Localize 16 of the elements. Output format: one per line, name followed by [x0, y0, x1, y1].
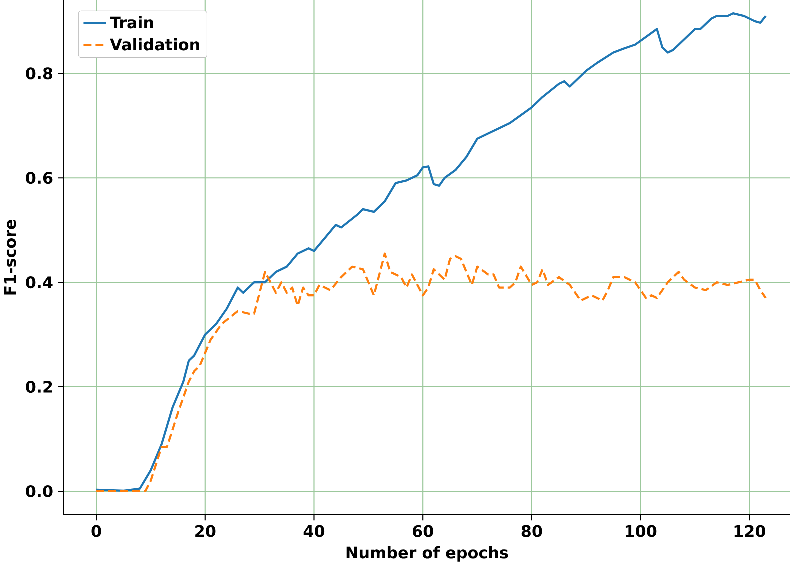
legend-label: Train — [110, 16, 154, 29]
y-tick-label: 0.4 — [26, 276, 53, 288]
legend-label: Validation — [110, 38, 200, 51]
x-tick-label: 100 — [626, 525, 657, 538]
x-axis-title: Number of epochs — [346, 546, 508, 562]
x-tick-label: 40 — [304, 525, 325, 538]
y-tick-label: 0.8 — [26, 68, 53, 80]
x-tick-label: 20 — [196, 525, 216, 538]
y-tick-label: 0.6 — [26, 172, 53, 184]
x-tick-label: 0 — [92, 525, 102, 538]
x-tick-label: 80 — [522, 525, 542, 538]
y-tick-label: 0.0 — [26, 485, 53, 498]
y-axis-title: F1-score — [4, 220, 16, 295]
x-tick-label: 60 — [412, 525, 434, 538]
y-tick-label: 0.2 — [26, 380, 52, 393]
x-tick-label: 120 — [734, 525, 766, 538]
